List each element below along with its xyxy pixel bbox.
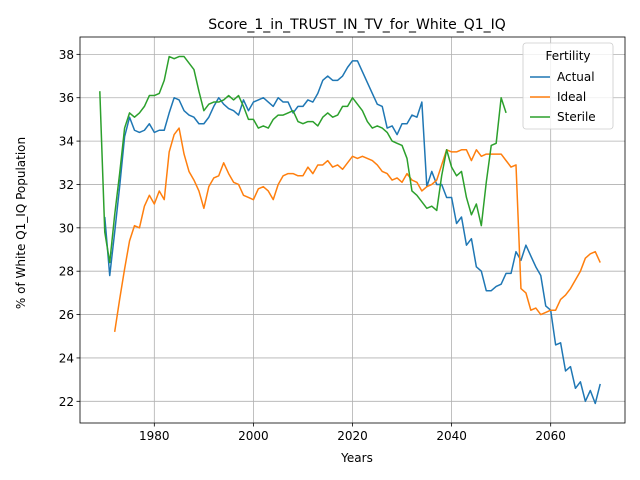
series-line-sterile	[99, 55, 507, 264]
legend-label-sterile: Sterile	[557, 110, 596, 124]
legend-box	[522, 42, 614, 130]
y-axis-label: % of White Q1_IQ Population	[14, 137, 28, 309]
x-tick-label: 2020	[337, 429, 368, 443]
y-tick-label: 24	[59, 351, 74, 365]
x-tick-label: 2040	[436, 429, 467, 443]
series-line-actual	[104, 60, 601, 405]
x-tick-label: 2060	[535, 429, 566, 443]
y-tick-label: 28	[59, 265, 74, 279]
series-layer	[99, 55, 601, 405]
chart-title: Score_1_in_TRUST_IN_TV_for_White_Q1_IQ	[208, 17, 506, 33]
x-axis-label: Years	[340, 451, 373, 465]
grid	[80, 37, 625, 423]
y-tick-label: 26	[59, 308, 74, 322]
y-tick-label: 30	[59, 221, 74, 235]
y-tick-label: 32	[59, 178, 74, 192]
y-tick-label: 34	[59, 135, 74, 149]
y-axis: 22 24 26 28 30 32 34 36 38	[59, 48, 80, 409]
y-tick-label: 22	[59, 395, 74, 409]
x-axis: 1980 2000 2020 2040 2060	[139, 423, 566, 443]
x-tick-label: 2000	[238, 429, 269, 443]
y-tick-label: 36	[59, 91, 74, 105]
legend: Fertility Actual Ideal Sterile	[522, 42, 614, 130]
y-tick-label: 38	[59, 48, 74, 62]
legend-label-ideal: Ideal	[557, 90, 586, 104]
legend-label-actual: Actual	[557, 70, 595, 84]
series-line-ideal	[113, 127, 601, 333]
x-tick-label: 1980	[139, 429, 170, 443]
legend-title: Fertility	[545, 49, 590, 63]
